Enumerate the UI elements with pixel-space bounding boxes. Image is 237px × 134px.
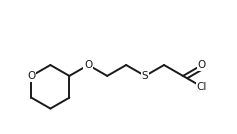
Text: O: O <box>198 60 206 70</box>
Text: S: S <box>142 71 148 81</box>
Text: O: O <box>84 60 92 70</box>
Text: Cl: Cl <box>197 82 207 92</box>
Text: O: O <box>27 71 36 81</box>
